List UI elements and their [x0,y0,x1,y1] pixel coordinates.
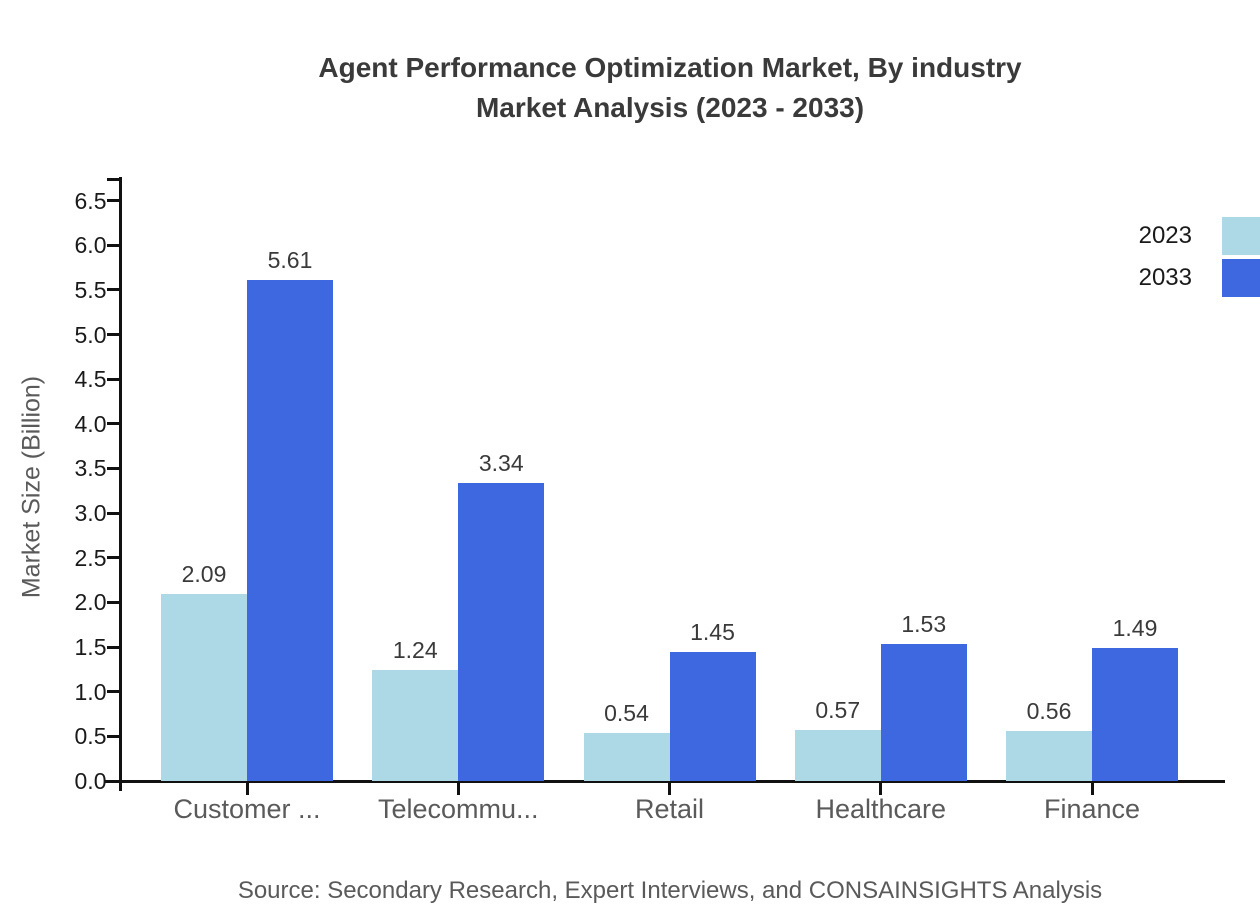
y-tick [107,288,120,292]
y-tick [107,600,120,604]
bar-value-label: 1.49 [1112,614,1158,641]
bar-2033-4 [1092,647,1178,781]
bar-2033-1 [458,482,545,781]
y-tick-label: 0.0 [74,768,107,794]
y-tick [107,645,120,649]
legend-item-2033: 2033 [1139,259,1260,297]
bar-value-label: 1.24 [392,637,438,664]
chart-title: Agent Performance Optimization Market, B… [80,48,1260,128]
y-tick [107,779,120,783]
y-tick [107,243,120,247]
y-axis-line [118,177,122,791]
x-tick [879,783,883,795]
bar-2023-0 [161,594,247,781]
y-tick-label: 4.5 [74,366,107,393]
y-tick-label: 3.0 [74,500,107,527]
x-category-label: Customer ... [173,794,321,824]
bar-value-label: 0.57 [815,697,861,724]
y-tick [107,422,120,426]
y-tick [107,690,120,694]
bar-value-label: 5.61 [267,247,313,274]
y-tick-label: 6.0 [74,232,107,259]
bar-2023-1 [372,670,459,781]
y-tick [107,556,120,560]
chart-title-line1: Agent Performance Optimization Market, B… [318,52,1022,83]
y-tick [107,511,120,515]
bar-value-label: 0.56 [1026,697,1072,724]
y-tick [107,377,120,381]
x-tick [668,783,671,795]
bar-value-label: 3.34 [478,449,524,476]
chart-title-line2: Market Analysis (2023 - 2033) [475,92,865,123]
legend-label-2033: 2033 [1138,264,1192,291]
x-axis-line [105,779,1225,783]
y-axis-top-cap [107,178,120,181]
y-tick-label: 1.5 [74,634,107,661]
bar-2033-0 [247,280,333,781]
bar-2033-2 [669,651,756,781]
y-tick-label: 5.0 [74,321,107,348]
bar-value-label: 0.54 [604,699,649,726]
x-tick [1090,783,1094,795]
legend-label-2023: 2023 [1138,222,1192,249]
y-tick [107,734,120,738]
x-category-label: Retail [634,794,705,824]
source-note: Source: Secondary Research, Expert Inter… [237,877,1103,904]
legend-swatch-2033 [1222,259,1260,297]
bar-value-label: 2.09 [181,561,227,588]
y-tick-label: 4.0 [74,410,107,437]
legend: 2023 2033 [1139,217,1260,297]
x-category-label: Finance [1043,794,1141,824]
legend-swatch-2023 [1222,217,1260,255]
bar-value-label: 1.53 [901,611,947,638]
y-tick [107,333,120,336]
bar-2033-3 [880,644,967,781]
bar-2023-3 [794,730,881,781]
x-tick [456,783,460,795]
legend-item-2023: 2023 [1139,217,1260,255]
y-tick-label: 1.0 [74,678,107,705]
y-tick [107,199,120,203]
bar-2023-2 [583,732,670,781]
y-tick-label: 6.5 [74,187,107,214]
x-category-label: Healthcare [815,794,947,824]
x-category-label: Telecommu... [377,794,539,824]
y-tick-label: 5.5 [74,276,107,303]
bar-2023-4 [1006,730,1092,781]
y-tick-label: 3.5 [74,455,107,482]
y-tick-label: 0.5 [74,723,107,750]
x-tick [245,783,249,795]
y-tick [107,466,120,470]
bar-value-label: 1.45 [690,618,735,645]
y-tick-label: 2.5 [74,544,107,571]
y-tick-label: 2.0 [74,589,107,616]
